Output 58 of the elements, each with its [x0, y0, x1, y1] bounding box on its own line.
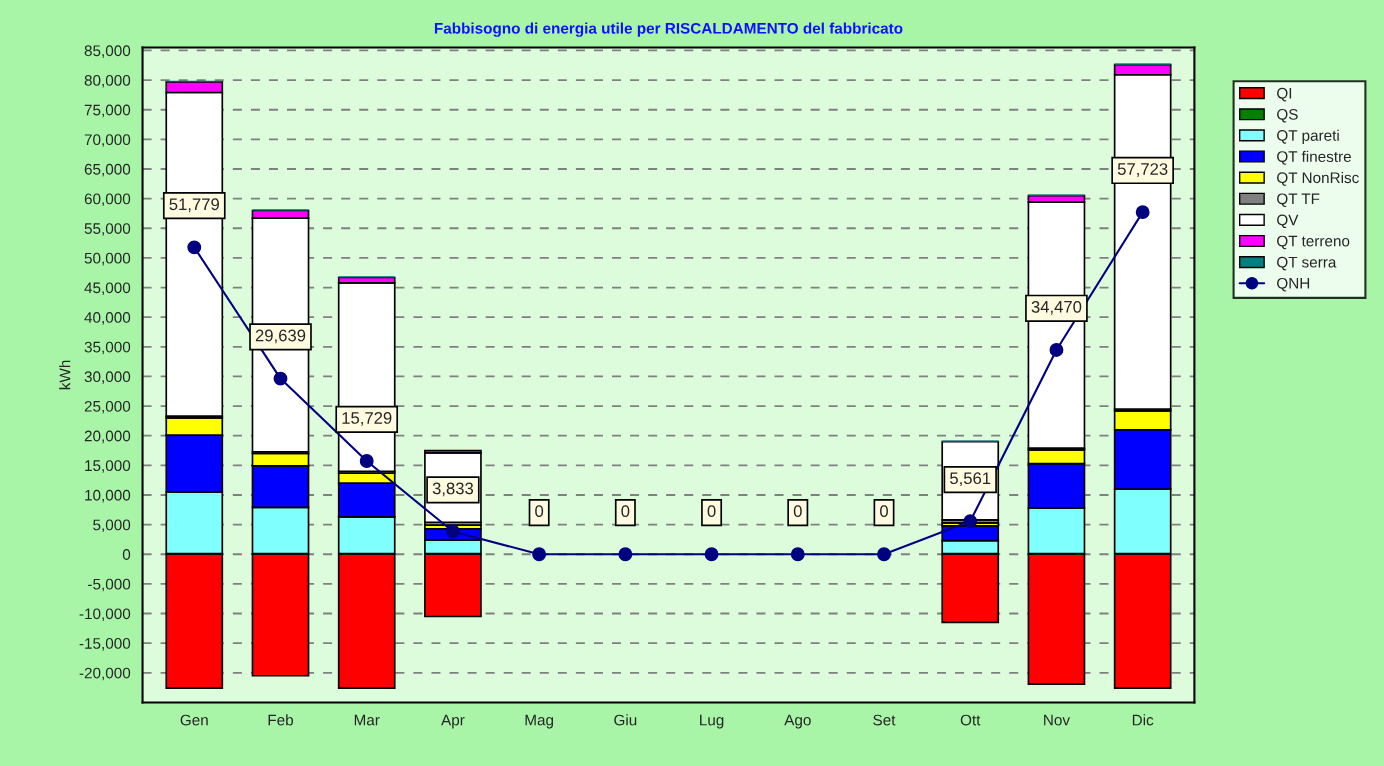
y-tick-label: 25,000	[84, 400, 131, 414]
x-tick-label: Gen	[180, 714, 208, 726]
data-label: 3,833	[432, 482, 474, 497]
legend-label: QT TF	[1277, 193, 1320, 207]
legend-label: QT pareti	[1277, 129, 1339, 144]
legend-label: QT finestre	[1277, 150, 1351, 165]
data-label: 0	[793, 505, 802, 518]
y-tick-label: -5,000	[88, 578, 131, 592]
y-tick-label: 85,000	[84, 45, 131, 58]
y-tick-label: 15,000	[85, 460, 131, 473]
y-tick-label: 50,000	[84, 252, 131, 266]
data-label: 57,723	[1117, 163, 1168, 177]
x-tick-label: Feb	[268, 714, 294, 726]
data-label: 5,561	[950, 472, 991, 487]
data-label: 0	[535, 505, 544, 518]
data-label: 34,470	[1031, 300, 1082, 315]
x-tick-label: Ago	[784, 714, 811, 729]
y-tick-label: 45,000	[84, 282, 131, 296]
x-tick-label: Nov	[1044, 714, 1070, 726]
data-label: 0	[707, 505, 716, 518]
legend-label: QT terreno	[1277, 235, 1350, 250]
y-tick-label: 75,000	[84, 104, 131, 118]
legend-label: QS	[1277, 108, 1298, 123]
y-tick-label: 0	[122, 549, 131, 560]
y-tick-label: 5,000	[93, 519, 131, 533]
y-tick-label: 70,000	[84, 134, 131, 147]
x-tick-label: Mag	[525, 714, 554, 729]
y-tick-label: 20,000	[84, 430, 131, 444]
data-label: 15,729	[342, 412, 392, 426]
y-tick-label: -15,000	[79, 638, 131, 651]
x-tick-label: Apr	[441, 714, 465, 729]
x-tick-label: Dic	[1132, 714, 1154, 726]
x-tick-label: Mar	[354, 714, 380, 726]
y-axis-title: kWh	[59, 360, 71, 390]
legend-label: QT serra	[1277, 256, 1337, 271]
data-label: 0	[621, 505, 630, 518]
y-tick-label: 60,000	[84, 193, 131, 207]
x-tick-label: Lug	[700, 714, 724, 729]
x-tick-label: Giu	[614, 714, 637, 726]
y-tick-label: 80,000	[84, 74, 131, 88]
y-tick-label: 10,000	[85, 489, 131, 503]
data-label: 0	[880, 505, 888, 518]
y-tick-label: -20,000	[79, 667, 131, 681]
y-tick-label: 30,000	[84, 371, 131, 384]
legend-label: QNH	[1277, 277, 1310, 292]
legend-label: QV	[1277, 214, 1299, 229]
chart-title: Fabbisogno di energia utile per RISCALDAMENTO del fabbricato	[434, 22, 903, 37]
legend-label: QI	[1277, 87, 1292, 102]
y-tick-label: 35,000	[84, 341, 131, 355]
y-tick-label: 40,000	[84, 312, 131, 325]
legend-label: QT NonRisc	[1277, 171, 1359, 186]
y-tick-label: 55,000	[84, 223, 131, 236]
y-tick-label: 65,000	[84, 163, 131, 177]
x-tick-label: Ott	[960, 714, 981, 726]
x-tick-label: Set	[873, 714, 896, 726]
data-label: 51,779	[169, 198, 219, 213]
data-label: 29,639	[255, 329, 306, 344]
y-tick-label: -10,000	[79, 608, 131, 622]
